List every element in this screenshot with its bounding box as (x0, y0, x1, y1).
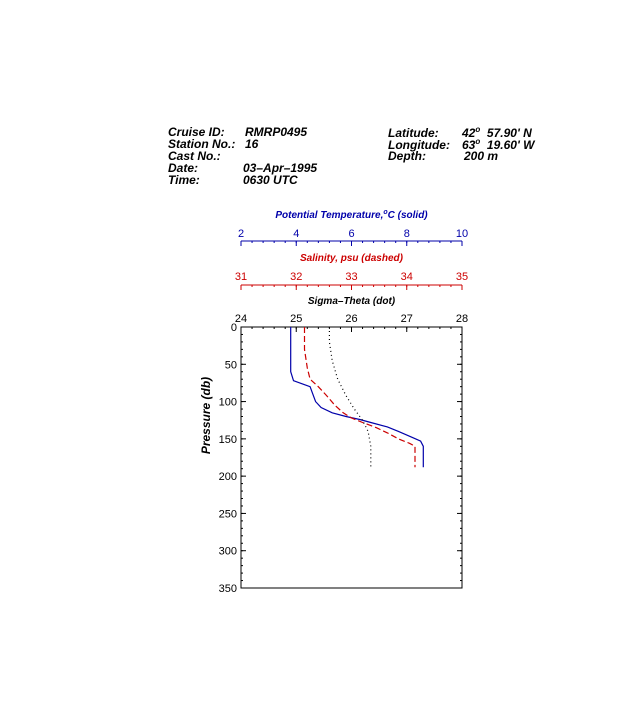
tick-label-salinity: 33 (345, 271, 357, 283)
longitude-deg: 63 (462, 138, 476, 152)
latitude-label: Latitude: (388, 126, 439, 140)
longitude-hemi: W (523, 138, 535, 152)
cast-label: Cast No.: (168, 149, 221, 163)
axis-title-sigma: Sigma–Theta (dot) (308, 296, 396, 307)
longitude-min: 19.60 (486, 138, 517, 152)
longitude-row: Longitude: 63o 19.60' W (388, 137, 534, 152)
tick-label-salinity: 35 (456, 271, 468, 283)
series-sigma-line (328, 327, 372, 468)
y-tick-label: 350 (219, 583, 237, 595)
tick-label-temperature: 6 (348, 228, 354, 240)
station-row: Station No.: 16 (168, 137, 258, 151)
plot-frame (240, 326, 463, 589)
date-label: Date: (168, 161, 199, 175)
latitude-deg-symbol: o (475, 125, 481, 134)
tick-label-sigma: 25 (290, 313, 302, 325)
tick-label-temperature: 10 (456, 228, 468, 240)
tick-label-sigma: 27 (401, 313, 413, 325)
cruise-id-label: Cruise ID: (168, 125, 225, 139)
station-value: 16 (245, 137, 259, 151)
y-tick-label: 0 (231, 322, 237, 334)
tick-label-temperature: 8 (404, 228, 410, 240)
series-salinity-line (303, 327, 416, 468)
y-tick-label: 50 (225, 359, 237, 371)
longitude-deg-symbol: o (475, 137, 481, 146)
y-tick-label: 150 (219, 434, 237, 446)
tick-label-temperature: 4 (293, 228, 299, 240)
depth-label: Depth: (388, 149, 426, 163)
y-tick-label: 200 (219, 471, 237, 483)
latitude-deg: 42 (462, 126, 476, 140)
date-row: Date: 03–Apr–1995 (168, 161, 317, 175)
time-value: 0630 UTC (243, 173, 298, 187)
time-label: Time: (168, 173, 200, 187)
latitude-min-symbol: ' (516, 126, 520, 140)
station-label: Station No.: (168, 137, 236, 151)
cruise-id-value: RMRP0495 (245, 125, 308, 139)
depth-row: Depth: 200 m (388, 149, 498, 163)
series-temperature-line (290, 327, 424, 468)
tick-label-salinity: 34 (401, 271, 413, 283)
latitude-row: Latitude: 42o 57.90' N (388, 125, 532, 140)
tick-label-sigma: 26 (345, 313, 357, 325)
latitude-min: 57.90 (486, 126, 517, 140)
y-tick-label: 250 (219, 508, 237, 520)
tick-label-salinity: 32 (290, 271, 302, 283)
longitude-label: Longitude: (388, 138, 450, 152)
y-axis-label: Pressure (db) (199, 377, 213, 454)
latitude-hemi: N (523, 126, 532, 140)
cruise-id-row: Cruise ID: RMRP0495 (168, 125, 307, 139)
longitude-min-symbol: ' (516, 138, 520, 152)
date-value: 03–Apr–1995 (243, 161, 318, 175)
tick-label-sigma: 28 (456, 313, 468, 325)
depth-value: 200 m (464, 149, 499, 163)
cast-row: Cast No.: (168, 149, 245, 163)
time-row: Time: 0630 UTC (168, 173, 298, 187)
tick-label-sigma: 24 (235, 313, 247, 325)
axis-title-temperature: Potential Temperature,oC (solid) (275, 209, 428, 221)
y-tick-label: 300 (219, 546, 237, 558)
tick-label-temperature: 2 (238, 228, 244, 240)
axis-title-salinity: Salinity, psu (dashed) (300, 253, 404, 264)
tick-label-salinity: 31 (235, 271, 247, 283)
y-tick-label: 100 (219, 397, 237, 409)
